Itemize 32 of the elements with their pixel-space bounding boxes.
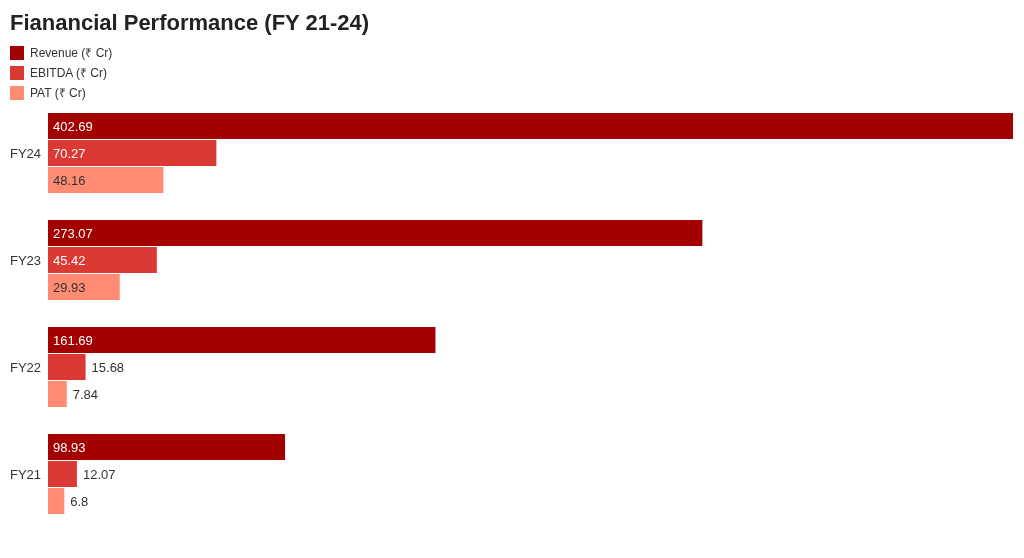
- legend-label: EBITDA (₹ Cr): [30, 66, 108, 81]
- bar: [48, 461, 77, 487]
- y-tick-label: FY21: [10, 467, 42, 483]
- y-tick-label: FY22: [10, 360, 42, 376]
- bar: [48, 274, 120, 300]
- bar: [48, 220, 703, 246]
- bar: [48, 247, 157, 273]
- bar: [48, 381, 67, 407]
- chart-title: Fianancial Performance (FY 21-24): [10, 10, 370, 35]
- data-label: 29.93: [53, 280, 86, 296]
- y-tick-label: FY24: [10, 146, 42, 162]
- legend-label: Revenue (₹ Cr): [30, 46, 113, 61]
- bar: [48, 140, 217, 166]
- data-label: 402.69: [53, 119, 93, 135]
- data-label: 98.93: [53, 440, 86, 456]
- data-label: 70.27: [53, 146, 86, 162]
- data-label: 161.69: [53, 333, 93, 349]
- data-label: 45.42: [53, 253, 86, 269]
- bar: [48, 488, 65, 514]
- legend-label: PAT (₹ Cr): [30, 86, 86, 101]
- bar: [48, 167, 164, 193]
- data-label: 48.16: [53, 173, 86, 189]
- bar: [48, 327, 436, 353]
- data-label: 6.8: [70, 494, 89, 510]
- data-label: 273.07: [53, 226, 93, 242]
- data-label: 7.84: [72, 387, 99, 403]
- bar: [48, 113, 1013, 139]
- bar: [48, 434, 286, 460]
- data-label: 12.07: [82, 467, 116, 483]
- bar: [48, 354, 86, 380]
- data-label: 15.68: [91, 360, 125, 376]
- y-tick-label: FY23: [10, 253, 42, 269]
